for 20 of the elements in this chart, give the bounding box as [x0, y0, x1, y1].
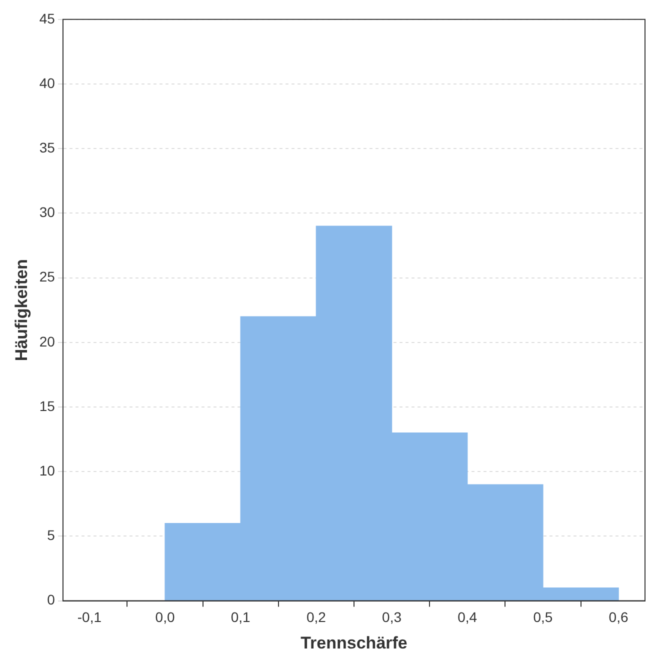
y-tick-label: 45: [39, 10, 56, 26]
x-tick-label: 0,4: [458, 609, 478, 626]
y-tick-label: 10: [39, 462, 56, 478]
x-tick-label: 0,0: [155, 609, 175, 626]
y-tick-label: 30: [39, 204, 56, 220]
y-tick-label: 20: [39, 333, 56, 350]
x-tick-label: -0,1: [77, 609, 102, 626]
y-tick-label: 0: [47, 592, 56, 608]
x-tick-label: 0,6: [608, 609, 628, 626]
y-axis-title: Häufigkeiten: [12, 259, 31, 362]
x-axis-title: Trennschärfe: [300, 633, 408, 652]
x-tick-label: 0,1: [230, 609, 251, 626]
x-tick-label: 0,5: [533, 609, 553, 626]
y-tick-label: 25: [39, 268, 56, 285]
y-tick-label: 40: [39, 74, 56, 91]
y-tick-label: 15: [39, 398, 56, 414]
x-tick-label: 0,3: [382, 609, 402, 626]
y-tick-label: 35: [39, 139, 56, 156]
x-tick-label: 0,2: [306, 609, 326, 626]
y-tick-label: 5: [47, 527, 56, 544]
